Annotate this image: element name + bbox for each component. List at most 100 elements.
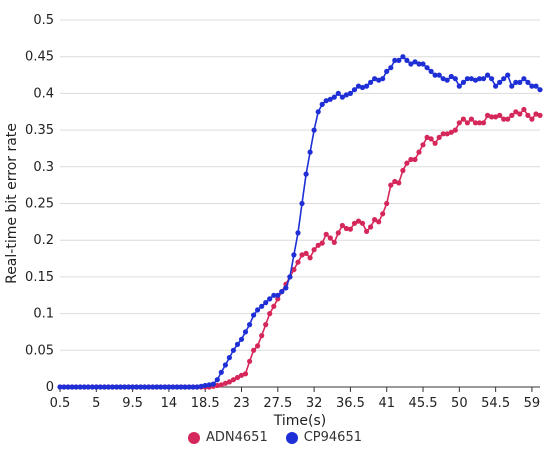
data-point-cp94651 xyxy=(444,77,450,83)
data-point-cp94651 xyxy=(497,79,503,85)
legend-label-cp94651: CP94651 xyxy=(303,430,362,445)
data-point-cp94651 xyxy=(448,73,454,80)
data-point-adn4651 xyxy=(295,259,301,265)
x-tick-label: 50 xyxy=(451,396,468,411)
data-point-adn4651 xyxy=(331,239,337,245)
data-point-cp94651 xyxy=(517,79,523,85)
data-point-cp94651 xyxy=(89,384,95,390)
data-point-cp94651 xyxy=(440,76,446,82)
data-point-cp94651 xyxy=(142,384,148,390)
data-point-cp94651 xyxy=(476,76,483,82)
data-point-cp94651 xyxy=(170,384,176,390)
data-point-adn4651 xyxy=(291,267,297,273)
data-point-adn4651 xyxy=(319,240,325,246)
x-tick-label: 36.5 xyxy=(336,396,365,411)
y-tick-label: 0 xyxy=(46,380,54,395)
data-point-adn4651 xyxy=(537,112,543,118)
data-point-cp94651 xyxy=(412,59,418,65)
data-point-cp94651 xyxy=(121,384,128,390)
data-point-cp94651 xyxy=(85,384,91,390)
data-point-cp94651 xyxy=(275,292,281,298)
data-point-cp94651 xyxy=(388,65,394,71)
data-point-cp94651 xyxy=(287,274,293,280)
x-tick-label: 45.5 xyxy=(409,396,438,411)
data-point-cp94651 xyxy=(392,57,398,64)
y-axis-title: Real-time bit error rate xyxy=(4,123,20,284)
data-point-cp94651 xyxy=(319,101,325,107)
data-point-cp94651 xyxy=(525,79,531,85)
data-point-adn4651 xyxy=(525,112,531,118)
data-point-cp94651 xyxy=(529,83,535,89)
y-tick-label: 0.05 xyxy=(25,343,54,358)
x-axis-title: Time(s) xyxy=(273,413,326,429)
data-point-cp94651 xyxy=(456,83,462,89)
data-point-cp94651 xyxy=(190,384,196,390)
data-point-adn4651 xyxy=(489,114,495,120)
legend-marker-cp94651 xyxy=(285,431,298,444)
data-point-cp94651 xyxy=(194,384,200,390)
y-tick-label: 0.3 xyxy=(33,160,54,175)
data-point-cp94651 xyxy=(77,384,83,390)
data-point-cp94651 xyxy=(238,336,245,342)
data-point-adn4651 xyxy=(311,247,317,253)
data-point-cp94651 xyxy=(368,79,374,85)
data-point-adn4651 xyxy=(380,211,386,217)
data-point-cp94651 xyxy=(73,384,79,390)
data-point-adn4651 xyxy=(436,134,442,140)
x-tick-label: 9.5 xyxy=(122,396,143,411)
x-tick-label: 23 xyxy=(233,396,250,411)
data-point-adn4651 xyxy=(271,303,277,309)
x-tick-label: 41 xyxy=(378,396,395,411)
data-point-cp94651 xyxy=(351,87,358,93)
data-point-cp94651 xyxy=(493,83,499,89)
data-point-adn4651 xyxy=(521,106,527,113)
data-point-adn4651 xyxy=(388,182,394,188)
data-point-cp94651 xyxy=(513,79,519,85)
x-tick-label: 18.5 xyxy=(191,396,220,411)
x-tick-label: 14 xyxy=(161,396,178,411)
legend-label-adn4651: ADN4651 xyxy=(206,430,268,445)
data-point-cp94651 xyxy=(343,92,349,98)
data-point-cp94651 xyxy=(126,384,132,390)
x-tick-label: 59 xyxy=(524,396,541,411)
data-point-adn4651 xyxy=(480,120,487,126)
series-adn4651 xyxy=(57,106,543,390)
data-point-cp94651 xyxy=(359,84,366,91)
data-point-cp94651 xyxy=(113,384,120,390)
data-point-cp94651 xyxy=(489,76,495,82)
y-axis-ticks: 0 0.05 0.1 0.15 0.2 0.25 0.3 0.35 0.4 0.45 0.5 xyxy=(25,13,54,395)
data-point-adn4651 xyxy=(303,250,309,256)
x-tick-label: 0.5 xyxy=(50,396,71,411)
data-point-adn4651 xyxy=(533,111,539,117)
y-tick-label: 0.2 xyxy=(33,233,54,248)
data-point-adn4651 xyxy=(355,218,362,224)
y-tick-label: 0.5 xyxy=(33,13,54,28)
data-point-cp94651 xyxy=(178,384,184,390)
data-point-adn4651 xyxy=(259,333,265,339)
legend-item-adn4651[interactable]: ADN4651 xyxy=(188,430,268,445)
data-point-cp94651 xyxy=(97,384,103,390)
data-point-adn4651 xyxy=(396,180,402,186)
data-point-adn4651 xyxy=(452,127,458,133)
data-point-adn4651 xyxy=(464,120,470,126)
data-point-cp94651 xyxy=(452,76,458,82)
data-point-cp94651 xyxy=(464,76,470,82)
data-point-adn4651 xyxy=(214,382,220,389)
data-point-cp94651 xyxy=(355,83,362,89)
data-point-cp94651 xyxy=(81,384,87,390)
data-point-cp94651 xyxy=(521,76,527,82)
data-point-adn4651 xyxy=(251,347,257,353)
data-point-cp94651 xyxy=(57,384,63,390)
data-point-adn4651 xyxy=(509,112,515,118)
data-point-cp94651 xyxy=(311,127,317,133)
data-point-adn4651 xyxy=(384,200,390,207)
data-point-cp94651 xyxy=(364,83,370,89)
gridlines xyxy=(60,19,540,351)
series-cp94651 xyxy=(57,54,543,390)
legend-item-cp94651[interactable]: CP94651 xyxy=(285,430,362,445)
data-point-cp94651 xyxy=(154,384,160,390)
data-point-cp94651 xyxy=(279,289,285,295)
data-point-cp94651 xyxy=(315,109,321,115)
x-tick-label: 27.5 xyxy=(263,396,292,411)
x-axis-ticks: 0.5 5 9.5 14 18.5 23 27.5 32 36.5 41 45.5 50 54.5 59 xyxy=(50,387,541,411)
